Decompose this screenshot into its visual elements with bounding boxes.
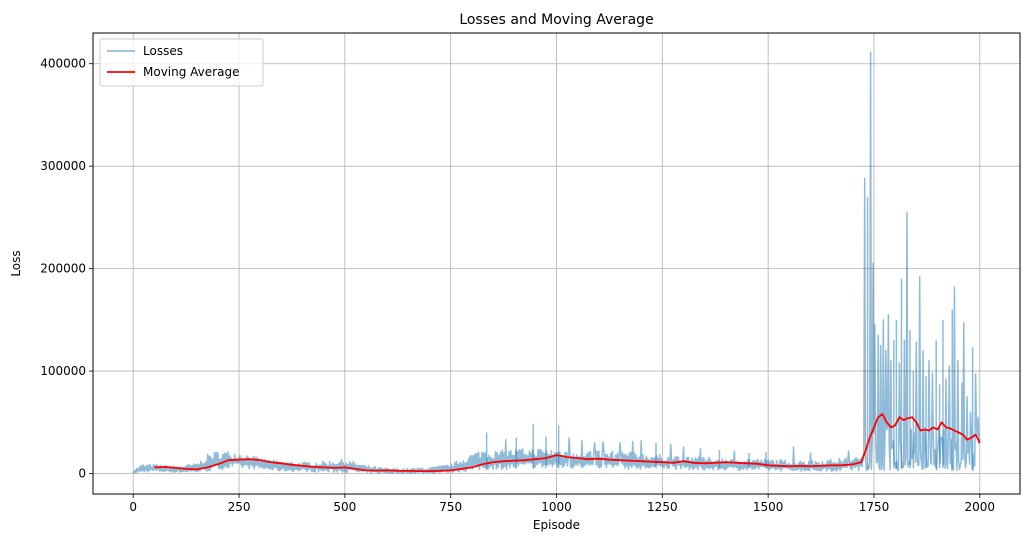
x-tick-label: 250	[228, 500, 251, 514]
y-tick-label: 200000	[40, 262, 86, 276]
y-axis-label: Loss	[9, 250, 23, 276]
x-tick-label: 1250	[647, 500, 678, 514]
moving-average-line	[154, 413, 981, 472]
legend-label-moving-average: Moving Average	[143, 65, 239, 79]
legend: Losses Moving Average	[99, 38, 264, 87]
y-tick-label: 300000	[40, 159, 86, 173]
chart-title: Losses and Moving Average	[459, 12, 653, 28]
x-axis-label: Episode	[533, 518, 580, 532]
moving-average-series	[154, 413, 981, 472]
y-tick-label: 400000	[40, 57, 86, 71]
x-tick-label: 0	[129, 500, 137, 514]
y-tick-label: 100000	[40, 364, 86, 378]
x-tick-label: 1750	[859, 500, 890, 514]
legend-label-losses: Losses	[143, 44, 183, 58]
x-tick-label: 500	[333, 500, 356, 514]
ticks: 0 250 500 750 1000 1250 1500 1750 2000 0 100000 200…	[40, 57, 995, 514]
legend-box	[99, 38, 264, 87]
x-tick-label: 2000	[965, 500, 996, 514]
x-tick-label: 1000	[541, 500, 572, 514]
x-tick-label: 1500	[753, 500, 784, 514]
x-tick-label: 750	[439, 500, 462, 514]
y-tick-label: 0	[78, 467, 86, 481]
